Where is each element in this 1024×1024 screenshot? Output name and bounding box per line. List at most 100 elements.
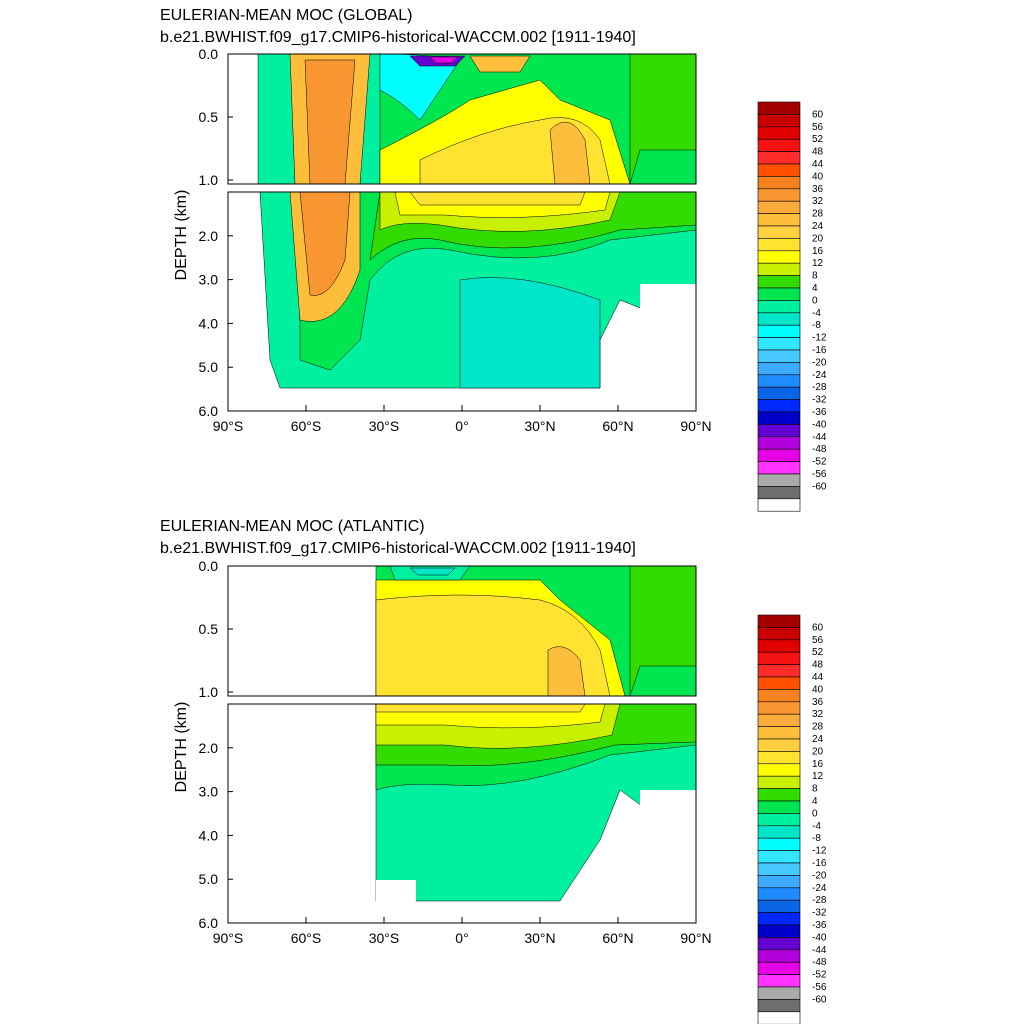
colorbar-label: -48: [812, 957, 827, 968]
colorbar-label: -8: [812, 320, 821, 331]
colorbar-label: -24: [812, 370, 827, 381]
x-tick-label: 30°S: [369, 930, 400, 946]
y-tick-label: 6.0: [199, 915, 219, 931]
colorbar-label: -8: [812, 833, 821, 844]
colorbar-swatch: [757, 362, 801, 376]
global-lower-land-north: [640, 284, 696, 334]
colorbar-swatch: [757, 999, 801, 1013]
y-tick-label: 0.5: [199, 621, 219, 637]
colorbar-swatch: [757, 213, 801, 227]
colorbar-label: -36: [812, 920, 827, 931]
colorbar-swatch: [757, 949, 801, 963]
colorbar-label: -4: [812, 308, 821, 319]
colorbar-swatch: [757, 825, 801, 839]
colorbar-label: -40: [812, 932, 827, 943]
y-tick-label: 0.5: [199, 109, 219, 125]
colorbar-swatch: [757, 961, 801, 975]
colorbar-label: 52: [812, 134, 824, 145]
y-tick-label: 4.0: [199, 827, 219, 843]
x-tick-label: 30°N: [524, 930, 555, 946]
y-tick-label: 3.0: [199, 784, 219, 800]
colorbar-swatch: [757, 899, 801, 913]
colorbar-swatch: [757, 225, 801, 239]
atlantic-yticks-lower: 2.0 3.0 4.0 5.0 6.0: [199, 740, 233, 931]
colorbar-swatch: [757, 386, 801, 400]
colorbar-swatch: [757, 436, 801, 450]
atlantic-upper-light-orange: [547, 646, 586, 697]
global-lower-abyssal-cell: [459, 277, 601, 389]
colorbar-swatch: [757, 138, 801, 152]
atlantic-lower-gold: [375, 703, 586, 713]
atlantic-xticks: 90°S 60°S 30°S 0° 30°N 60°N 90°N: [213, 917, 712, 946]
colorbar-label: 12: [812, 258, 824, 269]
colorbar-label: -52: [812, 970, 827, 981]
colorbar-label: -24: [812, 883, 827, 894]
y-tick-label: 0.0: [199, 46, 219, 62]
colorbar-swatch: [757, 763, 801, 777]
y-tick-label: 4.0: [199, 315, 219, 331]
colorbar-label: 44: [812, 159, 824, 170]
colorbar-label: -56: [812, 982, 827, 993]
global-title: EULERIAN-MEAN MOC (GLOBAL): [160, 7, 412, 24]
y-tick-label: 6.0: [199, 403, 219, 419]
x-tick-label: 0°: [455, 930, 468, 946]
colorbar-label: 36: [812, 184, 824, 195]
x-tick-label: 60°S: [291, 418, 322, 434]
colorbar-swatch: [757, 176, 801, 190]
atlantic-subtitle: b.e21.BWHIST.f09_g17.CMIP6-historical-WA…: [160, 540, 636, 557]
x-tick-label: 60°N: [602, 418, 633, 434]
colorbar-label: -16: [812, 858, 827, 869]
colorbar-label: 24: [812, 734, 824, 745]
colorbar-label: -32: [812, 395, 827, 406]
colorbar-label: -20: [812, 870, 827, 881]
colorbar-swatch: [757, 101, 801, 115]
y-tick-label: 5.0: [199, 359, 219, 375]
global-lower-southern-core: [299, 191, 351, 296]
colorbar-label: 40: [812, 171, 824, 182]
colorbar-label: 40: [812, 684, 824, 695]
colorbar-label: 56: [812, 122, 824, 133]
global-colorbar: 60565248444036322824201612840-4-8-12-16-…: [757, 101, 827, 512]
colorbar-swatch: [757, 448, 801, 462]
colorbar-swatch: [757, 887, 801, 901]
colorbar-label: -32: [812, 908, 827, 919]
colorbar-swatch: [757, 627, 801, 641]
colorbar-label: -4: [812, 821, 821, 832]
global-upper-min-core: [429, 56, 459, 64]
colorbar-swatch: [757, 424, 801, 438]
colorbar-label: -44: [812, 432, 827, 443]
colorbar-swatch: [757, 689, 801, 703]
global-upper-surface-positive: [469, 55, 531, 73]
colorbar-swatch: [757, 163, 801, 177]
colorbar-swatch: [757, 726, 801, 740]
colorbar-label: -60: [812, 994, 827, 1005]
y-tick-label: 1.0: [199, 172, 219, 188]
colorbar-label: 0: [812, 295, 818, 306]
global-yticks-lower: 2.0 3.0 4.0 5.0 6.0: [199, 228, 233, 419]
y-tick-label: 0.0: [199, 558, 219, 574]
colorbar-swatch: [757, 912, 801, 926]
colorbar-swatch: [757, 924, 801, 938]
x-tick-label: 0°: [455, 418, 468, 434]
y-tick-label: 2.0: [199, 740, 219, 756]
colorbar-label: -16: [812, 345, 827, 356]
colorbar-label: 16: [812, 246, 824, 257]
colorbar-swatch: [757, 850, 801, 864]
colorbar-label: -12: [812, 333, 827, 344]
colorbar-swatch: [757, 238, 801, 252]
colorbar-swatch: [757, 676, 801, 690]
colorbar-swatch: [757, 250, 801, 264]
colorbar-label: -36: [812, 407, 827, 418]
x-tick-label: 60°N: [602, 930, 633, 946]
colorbar-swatch: [757, 875, 801, 889]
x-tick-label: 30°S: [369, 418, 400, 434]
colorbar-swatch: [757, 738, 801, 752]
x-tick-label: 90°S: [213, 418, 244, 434]
colorbar-swatch: [757, 399, 801, 413]
colorbar-label: 36: [812, 697, 824, 708]
colorbar-swatch: [757, 486, 801, 500]
colorbar-swatch: [757, 498, 801, 512]
colorbar-label: 60: [812, 109, 824, 120]
colorbar-swatch: [757, 713, 801, 727]
